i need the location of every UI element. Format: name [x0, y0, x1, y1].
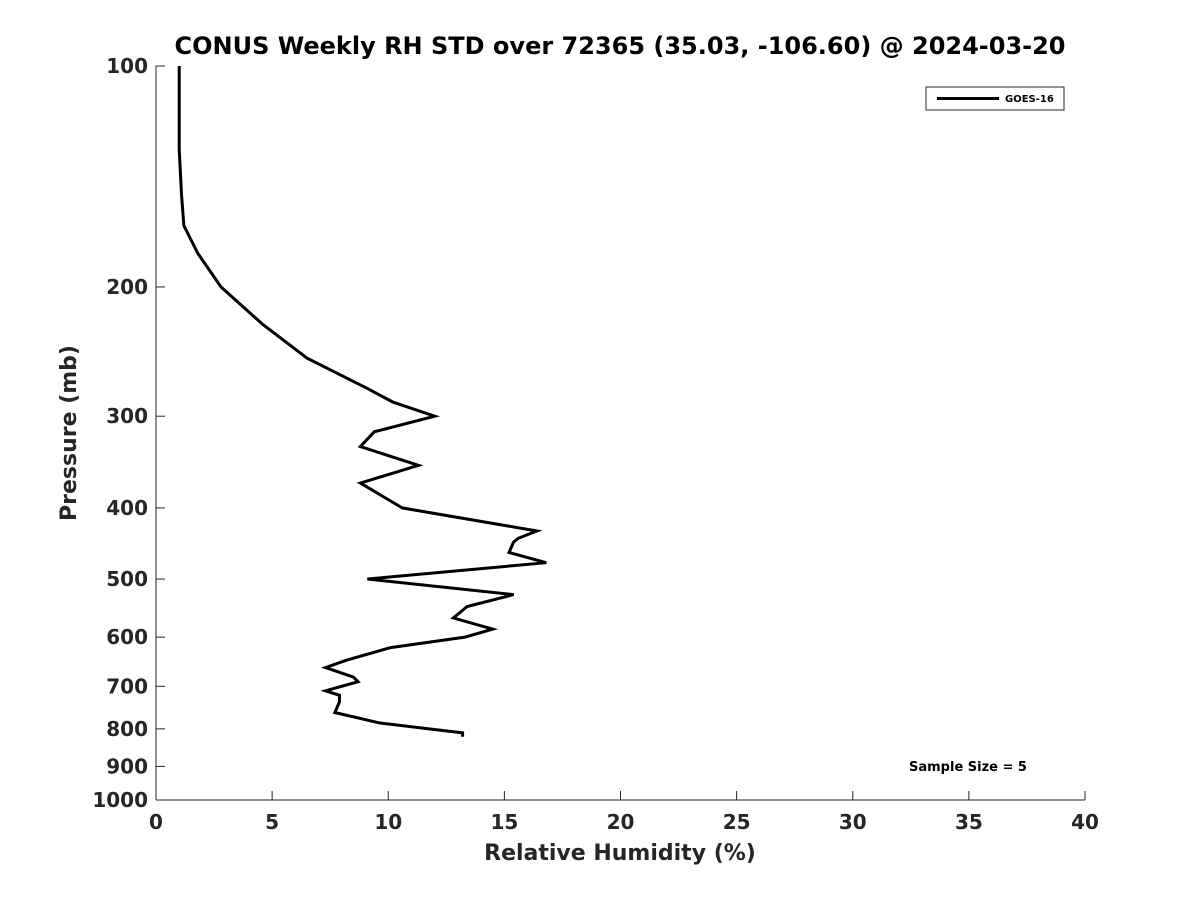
y-tick-label: 900 [106, 754, 148, 778]
x-ticks: 0 5 10 15 20 25 30 35 40 [149, 791, 1099, 834]
y-tick-label: 300 [106, 404, 148, 428]
legend: GOES-16 [925, 86, 1065, 111]
y-tick-label: 800 [106, 717, 148, 741]
legend-label: GOES-16 [1005, 94, 1054, 105]
y-tick-label: 100 [106, 54, 148, 78]
y-tick-label: 1000 [92, 788, 148, 812]
y-tick-label: 200 [106, 275, 148, 299]
x-tick-label: 20 [607, 810, 635, 834]
plot-area: 0 5 10 15 20 25 30 35 40 100 200 300 400 500 600 700 80… [92, 54, 1099, 834]
x-tick-label: 40 [1071, 810, 1099, 834]
series-line-goes-16 [177, 66, 547, 737]
x-tick-label: 25 [723, 810, 751, 834]
x-tick-label: 30 [839, 810, 867, 834]
y-ticks: 100 200 300 400 500 600 700 800 900 1000 [92, 54, 165, 812]
x-tick-label: 15 [490, 810, 518, 834]
y-tick-label: 500 [106, 567, 148, 591]
x-tick-label: 0 [149, 810, 163, 834]
x-tick-label: 5 [265, 810, 279, 834]
series-layer [177, 66, 547, 737]
y-tick-label: 400 [106, 496, 148, 520]
y-tick-label: 600 [106, 625, 148, 649]
x-tick-label: 35 [955, 810, 983, 834]
y-axis-label: Pressure (mb) [57, 345, 82, 521]
y-tick-label: 700 [106, 674, 148, 698]
x-axis-label: Relative Humidity (%) [484, 841, 756, 866]
x-tick-label: 10 [374, 810, 402, 834]
sample-size-annotation: Sample Size = 5 [909, 760, 1027, 775]
chart-title: CONUS Weekly RH STD over 72365 (35.03, -… [174, 32, 1065, 60]
